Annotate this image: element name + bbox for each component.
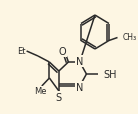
Text: Et: Et [17,46,26,55]
Text: O: O [59,47,67,57]
Text: Me: Me [34,87,46,96]
Text: CH₃: CH₃ [122,33,136,42]
Text: S: S [56,92,62,102]
Text: SH: SH [104,69,117,79]
Text: N: N [76,57,83,66]
Text: N: N [76,82,83,92]
